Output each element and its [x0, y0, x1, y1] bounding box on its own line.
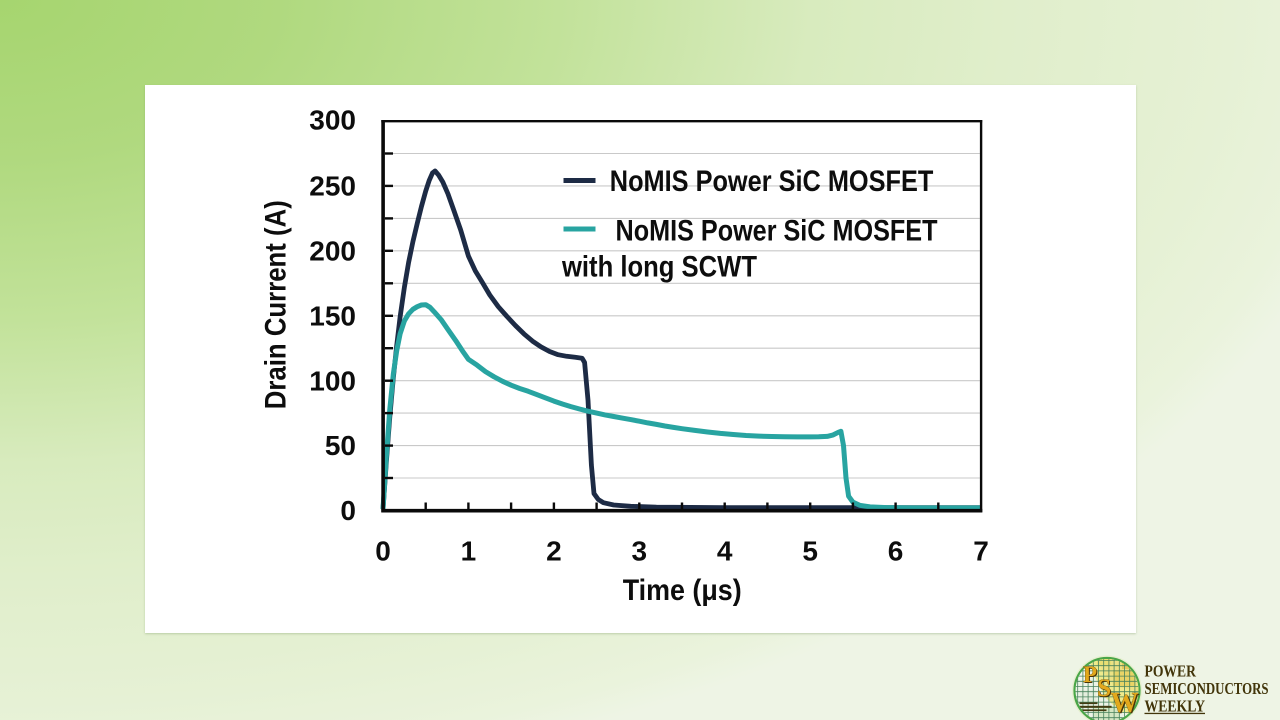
svg-text:Drain Current (A): Drain Current (A) — [260, 200, 293, 409]
svg-text:0: 0 — [375, 535, 391, 566]
svg-text:2: 2 — [546, 535, 562, 566]
svg-text:200: 200 — [309, 235, 356, 266]
svg-text:SEMICONDUCTORS: SEMICONDUCTORS — [1145, 679, 1269, 698]
svg-text:5: 5 — [802, 535, 818, 566]
svg-text:S: S — [1097, 673, 1111, 702]
svg-text:S: S — [1098, 674, 1112, 703]
svg-text:P: P — [1083, 662, 1097, 687]
svg-text:with long SCWT: with long SCWT — [561, 250, 757, 283]
svg-text:WEEKLY: WEEKLY — [1145, 697, 1206, 716]
svg-text:4: 4 — [717, 535, 733, 566]
svg-text:POWER: POWER — [1145, 662, 1197, 681]
svg-text:6: 6 — [888, 535, 904, 566]
svg-text:3: 3 — [632, 535, 648, 566]
svg-text:1: 1 — [461, 535, 477, 566]
svg-text:0: 0 — [340, 495, 356, 526]
svg-text:250: 250 — [309, 171, 356, 202]
svg-text:100: 100 — [309, 365, 356, 396]
svg-text:50: 50 — [325, 430, 356, 461]
svg-text:NoMIS Power SiC MOSFET: NoMIS Power SiC MOSFET — [610, 165, 934, 198]
svg-text:300: 300 — [309, 104, 356, 135]
svg-text:W: W — [1111, 688, 1139, 719]
svg-text:P: P — [1084, 663, 1098, 688]
svg-text:W: W — [1112, 689, 1140, 720]
svg-text:Time (μs): Time (μs) — [623, 574, 742, 607]
svg-text:NoMIS Power SiC MOSFET: NoMIS Power SiC MOSFET — [616, 214, 938, 247]
svg-text:7: 7 — [973, 535, 989, 566]
svg-text:150: 150 — [309, 300, 356, 331]
